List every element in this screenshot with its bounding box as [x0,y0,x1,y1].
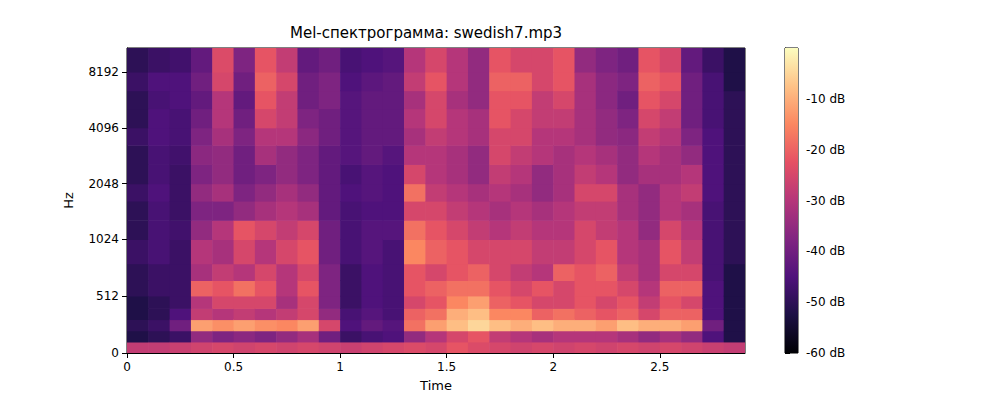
svg-text:1: 1 [336,360,344,374]
svg-text:-40 dB: -40 dB [806,244,845,258]
svg-text:0: 0 [123,360,131,374]
svg-text:Time: Time [419,378,452,393]
svg-text:1024: 1024 [88,232,119,246]
svg-text:1.5: 1.5 [437,360,456,374]
svg-text:-60 dB: -60 dB [806,346,845,360]
svg-text:-10 dB: -10 dB [806,92,845,106]
svg-text:2.5: 2.5 [650,360,669,374]
svg-text:-20 dB: -20 dB [806,143,845,157]
svg-text:-30 dB: -30 dB [806,194,845,208]
svg-text:Hz: Hz [61,192,76,209]
svg-text:8192: 8192 [88,65,119,79]
svg-text:2: 2 [549,360,557,374]
svg-text:4096: 4096 [88,121,119,135]
svg-text:Mel-спектрограмма: swedish7.mp: Mel-спектрограмма: swedish7.mp3 [290,24,562,42]
svg-text:0.5: 0.5 [224,360,243,374]
svg-text:-50 dB: -50 dB [806,295,845,309]
svg-text:512: 512 [96,289,119,303]
svg-text:0: 0 [111,346,119,360]
svg-text:2048: 2048 [88,177,119,191]
